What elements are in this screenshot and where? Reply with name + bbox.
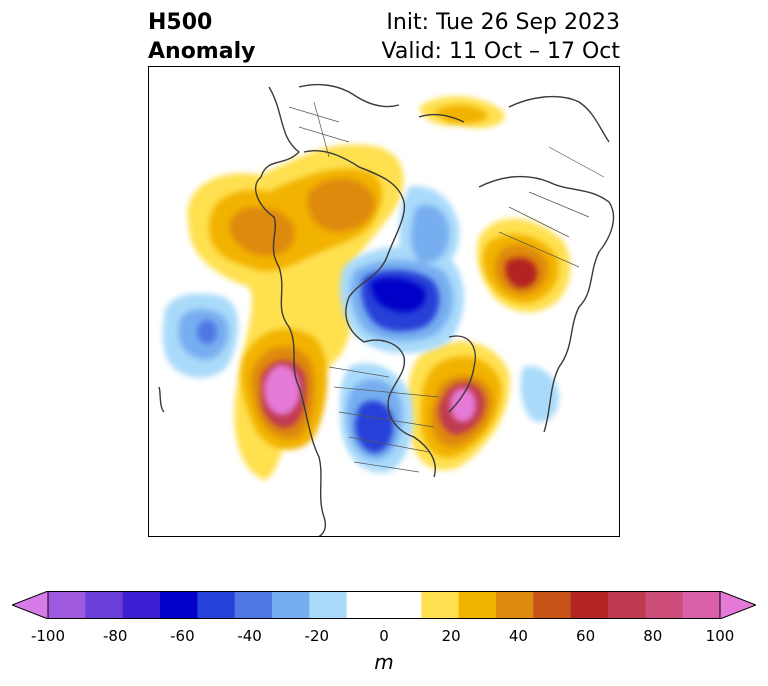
colorbar-cells [48,591,721,619]
colorbar-left-extension [12,591,49,619]
colorbar-tick-label: 80 [643,627,663,645]
colorbar-cell [570,591,609,619]
colorbar-cell [645,591,684,619]
colorbar-cell [458,591,497,619]
colorbar-cell [496,591,534,619]
date-info: Init: Tue 26 Sep 2023 Valid: 11 Oct – 17… [382,8,620,66]
colorbar-cell [234,591,273,619]
colorbar-cell [682,591,721,619]
colorbar-right-extension [719,591,756,619]
colorbar-tick-label: -40 [237,627,262,645]
colorbar-cell [48,591,86,619]
colorbar-cell [272,591,310,619]
init-date: Init: Tue 26 Sep 2023 [386,10,620,35]
colorbar-cell [346,591,385,619]
colorbar-cell [608,591,646,619]
title-line-2: Anomaly [148,39,256,64]
colorbar-cell [533,591,572,619]
colorbar-cell [309,591,348,619]
anomaly-map [148,66,620,537]
colorbar-cell [197,591,236,619]
colorbar-cell [384,591,422,619]
colorbar-tick-label: -100 [30,627,66,645]
colorbar-tick-label: 60 [576,627,596,645]
colorbar-outline [47,591,721,619]
colorbar-tick-label: 20 [441,627,461,645]
positive-anomaly-peak [264,365,476,422]
title-line-1: H500 [148,10,213,35]
map-title: H500 Anomaly [148,8,255,66]
negative-anomaly-peak [371,277,426,312]
colorbar-tick-label: -60 [170,627,195,645]
political-borders [288,101,605,473]
anomaly-map-svg [158,83,615,536]
colorbar-cell [160,591,198,619]
colorbar-tick-label: -20 [304,627,330,645]
colorbar-tick-label: 40 [508,627,528,645]
colorbar-cell [122,591,161,619]
colorbar [12,591,756,619]
valid-range: Valid: 11 Oct – 17 Oct [381,39,620,64]
colorbar-tick-label: -80 [102,627,128,645]
colorbar-cell [421,591,460,619]
colorbar-tick-label: 0 [379,627,389,645]
colorbar-cell [85,591,124,619]
colorbar-tick-label: 100 [705,627,735,645]
colorbar-unit-label: m [374,650,394,674]
coastlines [158,83,615,536]
